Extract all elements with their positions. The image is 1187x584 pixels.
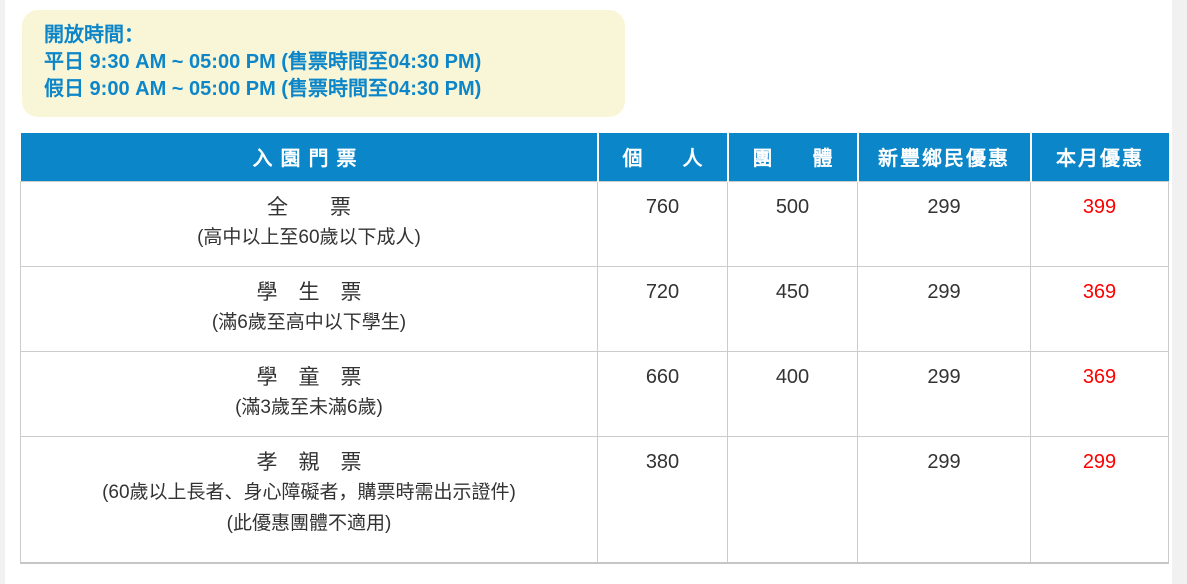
price-individual: 720	[597, 265, 728, 352]
opening-hours-title: 開放時間：	[44, 24, 144, 46]
opening-hours-weekday: 平日 9:30 AM ~ 05:00 PM (售票時間至04:30 PM)	[44, 51, 482, 73]
ticket-desc: (高中以上至60歲以下成人)	[197, 226, 421, 248]
ticket-info-cell: 學 童 票 (滿3歲至未滿6歲)	[20, 350, 598, 437]
column-header-township-discount: 新豐鄉民優惠	[856, 133, 1031, 181]
ticket-info-cell: 全 票 (高中以上至60歲以下成人)	[20, 180, 598, 267]
table-row-full-ticket: 全 票 (高中以上至60歲以下成人) 760 500 299 399	[20, 180, 1169, 267]
price-township: 299	[857, 435, 1031, 564]
price-individual: 380	[597, 435, 728, 564]
price-township: 299	[857, 350, 1031, 437]
price-group: 450	[727, 265, 858, 352]
price-group	[727, 435, 858, 564]
price-group: 500	[727, 180, 858, 267]
ticket-info-cell: 孝 親 票 (60歲以上長者、身心障礙者，購票時需出示證件) (此優惠團體不適用…	[20, 435, 598, 564]
price-monthly: 299	[1030, 435, 1169, 564]
ticket-name: 學 生 票	[256, 280, 362, 304]
table-header-row: 入園門票 個 人 團 體 新豐鄉民優惠 本月優惠	[20, 133, 1169, 181]
ticket-desc: (滿3歲至未滿6歲)	[235, 396, 383, 418]
price-individual: 660	[597, 350, 728, 437]
price-township: 299	[857, 265, 1031, 352]
column-header-monthly-discount: 本月優惠	[1029, 133, 1169, 181]
ticket-desc: (60歲以上長者、身心障礙者，購票時需出示證件)	[102, 481, 516, 503]
price-township: 299	[857, 180, 1031, 267]
ticket-desc: (滿6歲至高中以下學生)	[211, 311, 407, 333]
price-monthly: 399	[1030, 180, 1169, 267]
column-header-group: 團 體	[726, 133, 858, 181]
ticket-name: 全 票	[267, 195, 351, 219]
table-row-child-ticket: 學 童 票 (滿3歲至未滿6歲) 660 400 299 369	[20, 350, 1169, 437]
price-monthly: 369	[1030, 350, 1169, 437]
table-row-senior-ticket: 孝 親 票 (60歲以上長者、身心障礙者，購票時需出示證件) (此優惠團體不適用…	[20, 435, 1169, 564]
ticket-name: 學 童 票	[256, 365, 362, 389]
table-row-student-ticket: 學 生 票 (滿6歲至高中以下學生) 720 450 299 369	[20, 265, 1169, 352]
opening-hours-holiday: 假日 9:00 AM ~ 05:00 PM (售票時間至04:30 PM)	[44, 78, 482, 100]
ticket-desc-note: (此優惠團體不適用)	[226, 512, 392, 534]
page-content: 開放時間： 平日 9:30 AM ~ 05:00 PM (售票時間至04:30 …	[5, 0, 1172, 584]
column-header-individual: 個 人	[596, 133, 728, 181]
price-monthly: 369	[1030, 265, 1169, 352]
column-header-ticket: 入園門票	[20, 133, 598, 181]
price-group: 400	[727, 350, 858, 437]
ticket-info-cell: 學 生 票 (滿6歲至高中以下學生)	[20, 265, 598, 352]
price-individual: 760	[597, 180, 728, 267]
ticket-name: 孝 親 票	[256, 450, 362, 474]
admission-price-table: 入園門票 個 人 團 體 新豐鄉民優惠 本月優惠 全 票 (高中以上至60歲以下…	[20, 133, 1169, 564]
opening-hours-box: 開放時間： 平日 9:30 AM ~ 05:00 PM (售票時間至04:30 …	[22, 10, 625, 117]
